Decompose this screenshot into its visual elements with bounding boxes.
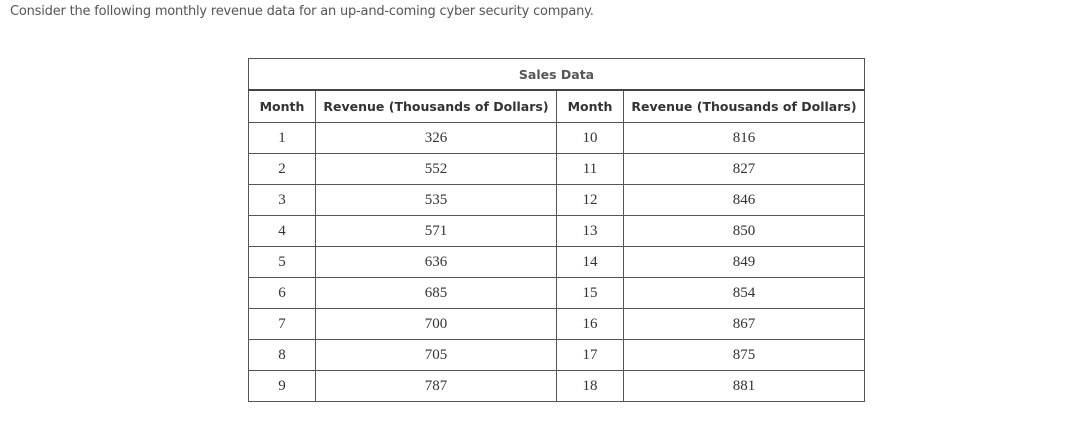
revenue-cell: 535 xyxy=(315,184,557,216)
table-row: 6 685 15 854 xyxy=(248,277,865,309)
column-header: Revenue (Thousands of Dollars) xyxy=(623,89,865,123)
month-cell: 2 xyxy=(248,153,316,185)
revenue-cell: 571 xyxy=(315,215,557,247)
month-cell: 6 xyxy=(248,277,316,309)
revenue-cell: 827 xyxy=(623,153,865,185)
month-cell: 1 xyxy=(248,122,316,154)
revenue-cell: 700 xyxy=(315,308,557,340)
month-cell: 16 xyxy=(556,308,624,340)
table-row: 2 552 11 827 xyxy=(248,153,865,185)
revenue-cell: 787 xyxy=(315,370,557,402)
month-cell: 3 xyxy=(248,184,316,216)
revenue-cell: 326 xyxy=(315,122,557,154)
revenue-cell: 816 xyxy=(623,122,865,154)
revenue-cell: 854 xyxy=(623,277,865,309)
table-row: 3 535 12 846 xyxy=(248,184,865,216)
month-cell: 8 xyxy=(248,339,316,371)
month-cell: 9 xyxy=(248,370,316,402)
table-row: 1 326 10 816 xyxy=(248,122,865,154)
revenue-cell: 636 xyxy=(315,246,557,278)
month-cell: 5 xyxy=(248,246,316,278)
column-header: Month xyxy=(248,89,316,123)
revenue-cell: 552 xyxy=(315,153,557,185)
month-cell: 18 xyxy=(556,370,624,402)
month-cell: 17 xyxy=(556,339,624,371)
month-cell: 15 xyxy=(556,277,624,309)
table-title: Sales Data xyxy=(248,58,865,91)
table-row: 9 787 18 881 xyxy=(248,370,865,402)
revenue-cell: 685 xyxy=(315,277,557,309)
revenue-cell: 875 xyxy=(623,339,865,371)
column-header: Revenue (Thousands of Dollars) xyxy=(315,89,557,123)
table-row: 8 705 17 875 xyxy=(248,339,865,371)
intro-text: Consider the following monthly revenue d… xyxy=(10,4,594,19)
month-cell: 7 xyxy=(248,308,316,340)
revenue-cell: 846 xyxy=(623,184,865,216)
month-cell: 11 xyxy=(556,153,624,185)
month-cell: 10 xyxy=(556,122,624,154)
table-row: 4 571 13 850 xyxy=(248,215,865,247)
month-cell: 4 xyxy=(248,215,316,247)
revenue-cell: 867 xyxy=(623,308,865,340)
table-row: 5 636 14 849 xyxy=(248,246,865,278)
table-row: 7 700 16 867 xyxy=(248,308,865,340)
month-cell: 14 xyxy=(556,246,624,278)
column-header: Month xyxy=(556,89,624,123)
revenue-cell: 881 xyxy=(623,370,865,402)
revenue-cell: 850 xyxy=(623,215,865,247)
month-cell: 13 xyxy=(556,215,624,247)
revenue-cell: 705 xyxy=(315,339,557,371)
month-cell: 12 xyxy=(556,184,624,216)
revenue-cell: 849 xyxy=(623,246,865,278)
sales-data-table: Sales Data Month Revenue (Thousands of Do… xyxy=(248,58,865,402)
